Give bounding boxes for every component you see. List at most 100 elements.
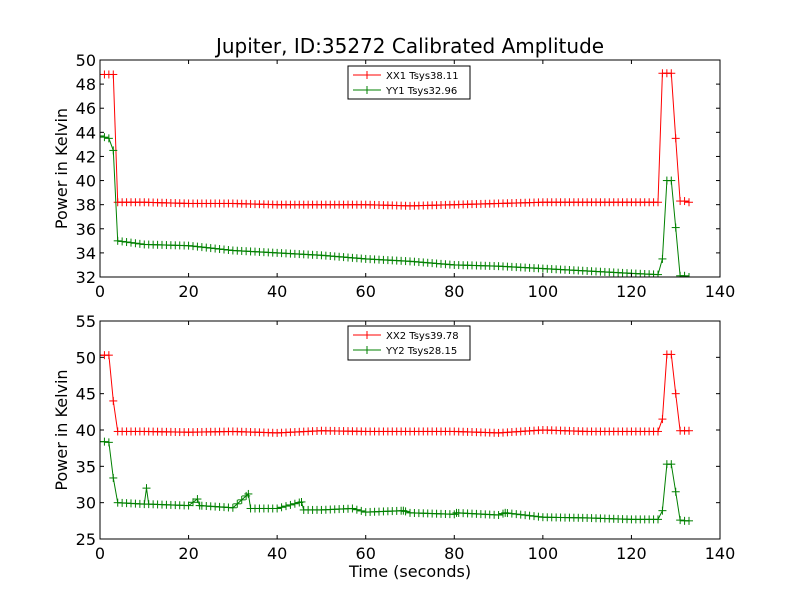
data-point (273, 504, 282, 513)
data-point (122, 238, 131, 247)
data-point (109, 396, 118, 405)
y-tick-label: 34 (76, 244, 96, 263)
data-point (352, 505, 361, 514)
data-point (658, 415, 667, 424)
data-point (680, 197, 689, 206)
data-point (348, 504, 357, 513)
data-point (104, 351, 113, 360)
data-point (685, 426, 693, 435)
data-point (494, 511, 503, 520)
x-tick-label: 40 (267, 544, 287, 563)
data-point (100, 437, 109, 446)
x-tick-label: 100 (528, 282, 559, 301)
x-tick-label: 120 (616, 544, 647, 563)
x-tick-label: 60 (356, 282, 376, 301)
data-point (104, 438, 113, 447)
data-point (516, 510, 525, 519)
axes-frame (99, 59, 721, 278)
x-tick-label: 80 (444, 282, 464, 301)
legend: XX1 Tsys38.11 YY1 Tsys32.96 (347, 65, 471, 100)
x-tick-label: 20 (178, 544, 198, 563)
y-tick-label: 44 (76, 123, 96, 142)
y-tick-label: 25 (76, 530, 96, 549)
y-tick-label: 40 (76, 172, 96, 191)
legend: XX2 Tsys39.78 YY2 Tsys28.15 (347, 325, 471, 361)
data-point (525, 511, 534, 520)
series-XX2 Tsys39.78 (100, 350, 693, 437)
data-point (135, 239, 144, 248)
x-tick-label: 40 (267, 282, 287, 301)
data-point (654, 427, 662, 436)
legend-label: YY2 Tsys28.15 (385, 346, 457, 357)
x-tick-label: 0 (95, 282, 105, 301)
x-tick-label: 100 (528, 544, 559, 563)
data-point (113, 236, 122, 245)
data-point (667, 69, 676, 78)
data-point (228, 503, 237, 512)
x-tick-label: 60 (356, 544, 376, 563)
data-point (401, 507, 410, 516)
legend-label: XX1 Tsys38.11 (386, 71, 459, 82)
data-point (244, 489, 253, 498)
data-point (667, 176, 676, 185)
data-point (142, 484, 151, 493)
series-YY2 Tsys28.15 (100, 437, 693, 525)
y-tick-label: 30 (76, 494, 96, 513)
data-point (282, 502, 290, 511)
data-point (680, 271, 689, 277)
y-tick-label: 55 (76, 312, 96, 331)
data-point (685, 198, 693, 207)
legend-entry: XX2 Tsys39.78 (353, 331, 459, 342)
series-XX1 Tsys38.11 (100, 69, 693, 210)
data-point (286, 500, 295, 509)
y-tick-label: 36 (76, 220, 96, 239)
y-tick-label: 48 (76, 75, 96, 94)
x-tick-label: 80 (444, 544, 464, 563)
y-tick-label: 32 (76, 268, 96, 287)
y-tick-label: 50 (76, 348, 96, 367)
data-point (658, 506, 667, 515)
y-tick-label: 42 (76, 147, 96, 166)
y-tick-label: 40 (76, 421, 96, 440)
data-point (109, 70, 118, 79)
x-axis-label: Time (seconds) (348, 562, 471, 581)
data-point (658, 254, 667, 263)
legend-entry: YY2 Tsys28.15 (353, 346, 457, 357)
data-point (507, 509, 516, 518)
data-point (127, 238, 135, 247)
legend-box (347, 325, 471, 361)
data-point (189, 498, 197, 507)
legend-entry: XX1 Tsys38.11 (353, 71, 459, 82)
data-point (357, 506, 366, 515)
data-point (534, 512, 543, 521)
data-point (676, 516, 685, 525)
y-tick-label: 38 (76, 196, 96, 215)
data-point (184, 501, 193, 510)
legend-label: YY1 Tsys32.96 (385, 86, 457, 97)
x-tick-label: 140 (705, 544, 736, 563)
y-tick-label: 50 (76, 51, 96, 70)
y-tick-label: 35 (76, 457, 96, 476)
data-point (104, 134, 113, 143)
data-point (521, 511, 530, 520)
y-tick-label: 45 (76, 385, 96, 404)
x-tick-label: 20 (178, 282, 198, 301)
data-point (530, 512, 538, 521)
data-point (667, 460, 676, 469)
x-tick-label: 120 (616, 282, 647, 301)
data-point (109, 473, 118, 482)
data-point (233, 499, 242, 508)
data-point (685, 273, 693, 277)
data-point (654, 198, 662, 207)
chart-panel-2: 0 20 40 60 80 100 120 140 25 30 35 40 45 50 55 Power in… (52, 312, 735, 581)
data-point (297, 497, 306, 506)
data-point (671, 487, 680, 496)
data-point (100, 133, 109, 142)
y-tick-label: 46 (76, 99, 96, 118)
data-point (671, 389, 680, 398)
legend-entry: YY1 Tsys32.96 (353, 86, 457, 97)
series-YY1 Tsys32.96 (100, 131, 693, 277)
data-point (685, 516, 693, 525)
data-point (131, 239, 140, 248)
